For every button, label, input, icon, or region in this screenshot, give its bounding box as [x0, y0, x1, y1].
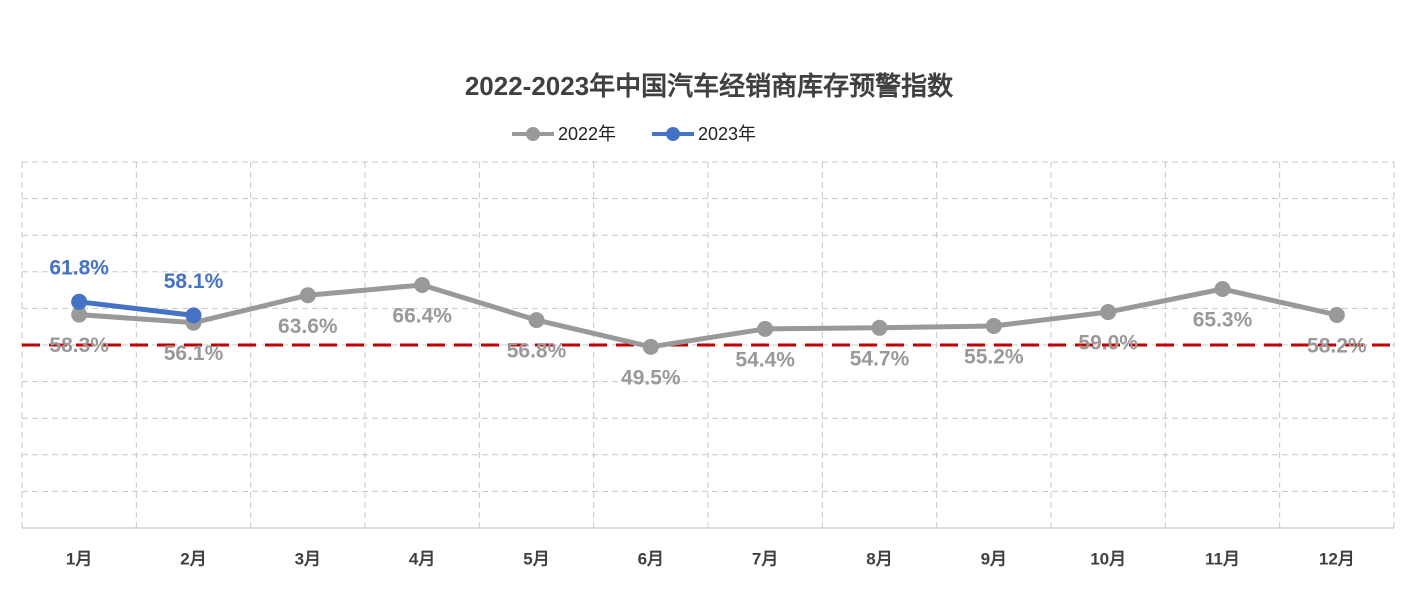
- data-label: 56.1%: [164, 342, 224, 365]
- legend-label: 2022年: [558, 124, 616, 144]
- data-label: 63.6%: [278, 315, 338, 338]
- point: [71, 293, 88, 310]
- data-label: 61.8%: [49, 256, 109, 279]
- point: [528, 312, 545, 329]
- point: [985, 317, 1002, 334]
- data-label: 49.5%: [621, 366, 681, 389]
- point: [642, 338, 659, 355]
- point: [1100, 304, 1117, 321]
- x-tick-label: 11月: [1205, 549, 1240, 568]
- data-label: 66.4%: [392, 305, 452, 328]
- x-tick-label: 8月: [866, 549, 892, 568]
- point: [1328, 306, 1345, 323]
- legend-label: 2023年: [698, 124, 756, 144]
- x-tick-label: 3月: [295, 549, 321, 568]
- data-label: 54.4%: [735, 348, 795, 371]
- point: [299, 287, 316, 304]
- x-tick-label: 9月: [981, 549, 1007, 568]
- x-tick-label: 1月: [66, 549, 92, 568]
- point: [1214, 281, 1231, 298]
- data-label: 58.3%: [49, 334, 109, 357]
- series-line: [78, 299, 194, 318]
- x-tick-label: 6月: [638, 549, 664, 568]
- data-label: 65.3%: [1193, 309, 1253, 332]
- point: [414, 276, 431, 293]
- data-label: 58.2%: [1307, 335, 1367, 358]
- x-tick-label: 4月: [409, 549, 435, 568]
- data-label: 58.1%: [164, 270, 224, 293]
- x-tick-label: 7月: [752, 549, 778, 568]
- data-label: 56.8%: [507, 340, 567, 363]
- chart-title: 2022-2023年中国汽车经销商库存预警指数: [465, 71, 954, 101]
- x-tick-label: 12月: [1319, 549, 1355, 568]
- data-label: 54.7%: [850, 347, 910, 370]
- series-line: [78, 282, 1338, 350]
- data-label: 59.0%: [1078, 332, 1138, 355]
- point: [871, 319, 888, 336]
- legend-marker: [666, 127, 680, 141]
- point: [185, 307, 202, 324]
- x-tick-label: 2月: [180, 549, 206, 568]
- x-tick-label: 5月: [523, 549, 549, 568]
- data-label: 55.2%: [964, 346, 1024, 369]
- x-tick-label: 10月: [1090, 549, 1126, 568]
- point: [757, 320, 774, 337]
- legend-marker: [526, 127, 540, 141]
- point: [71, 306, 88, 323]
